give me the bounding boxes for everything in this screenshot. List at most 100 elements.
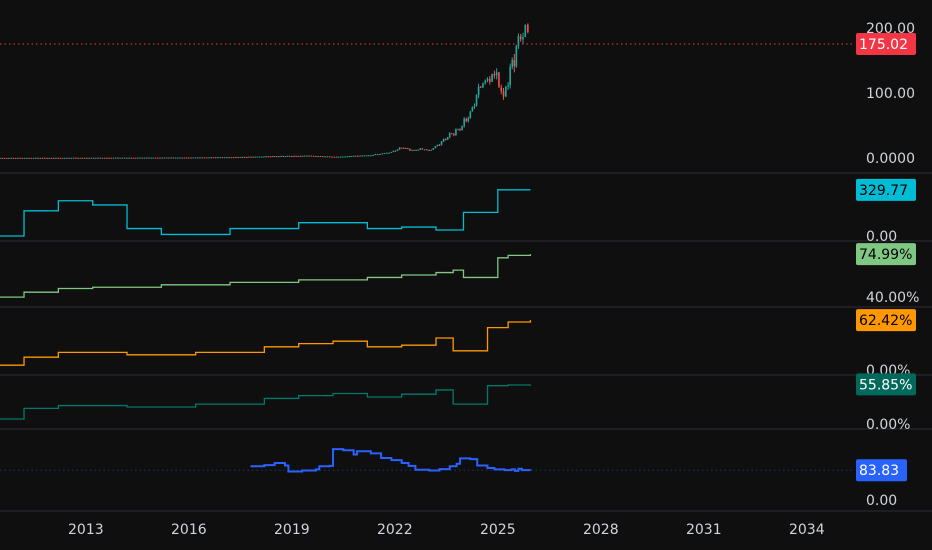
candle-body	[374, 154, 377, 156]
candle-body	[509, 66, 511, 86]
candle-body	[221, 157, 224, 159]
candle-body	[372, 154, 374, 156]
time-axis-label: 2013	[68, 522, 104, 538]
candle-body	[3, 157, 6, 159]
candle-body	[256, 156, 259, 158]
candle-body	[291, 156, 293, 158]
candle-body	[453, 134, 455, 136]
candle-body	[163, 157, 166, 159]
candle-body	[423, 149, 426, 151]
series-line-indicator-1	[0, 189, 531, 237]
price-scale-label: 40.00%	[866, 290, 919, 306]
candle-body	[263, 156, 265, 158]
candle-body	[128, 157, 130, 159]
candle-body	[527, 24, 529, 33]
candle-body	[83, 157, 86, 159]
candle-body	[252, 156, 254, 158]
last-value-tag-indicator-1-text: 329.77	[859, 183, 908, 199]
candle-body	[55, 157, 57, 159]
candle-body	[32, 157, 35, 159]
last-value-tag-indicator-5: 83.83	[856, 459, 907, 482]
candle-body	[72, 157, 75, 159]
candle-body	[493, 73, 496, 76]
pane-indicator-5: 0.00	[0, 448, 897, 509]
candle-body	[367, 155, 370, 157]
candle-body	[363, 155, 366, 157]
candle-body	[482, 83, 484, 88]
candle-body	[239, 157, 242, 159]
candle-body	[48, 157, 51, 159]
series-line-indicator-5	[250, 448, 532, 473]
last-value-tag-indicator-5-text: 83.83	[859, 463, 899, 479]
candle-body	[26, 157, 28, 159]
candle-body	[419, 148, 422, 150]
candle-body	[232, 157, 235, 159]
candle-body	[214, 157, 217, 159]
candle-body	[46, 157, 48, 159]
candle-body	[148, 157, 150, 159]
candle-body	[112, 157, 115, 159]
candle-body	[465, 118, 468, 122]
candle-body	[486, 78, 489, 81]
last-value-tag-indicator-3-box	[856, 309, 916, 332]
candle-body	[157, 157, 159, 159]
candle-body	[245, 156, 248, 158]
candle-body	[114, 157, 117, 159]
candle-body	[409, 148, 411, 151]
candle-body	[90, 157, 93, 159]
candle-body	[369, 155, 372, 157]
candle-body	[321, 156, 324, 158]
candle-body	[507, 85, 509, 87]
candle-body	[269, 156, 272, 158]
candle-body	[201, 157, 204, 159]
candle-body	[479, 86, 482, 88]
candle-body	[81, 157, 84, 159]
candle-body	[134, 157, 137, 159]
candle-body	[267, 156, 270, 158]
candle-body	[103, 157, 106, 159]
candle-body	[176, 157, 179, 159]
time-axis-label: 2031	[686, 522, 722, 538]
last-value-tag-indicator-2-text: 74.99%	[859, 247, 912, 263]
candle-body	[432, 148, 435, 150]
candle-body	[376, 154, 379, 156]
candle-body	[152, 157, 155, 159]
candle-body	[471, 106, 474, 112]
last-value-tag-indicator-2: 74.99%	[856, 243, 916, 266]
candle-body	[123, 157, 126, 159]
candle-body	[303, 155, 306, 157]
candle-body	[297, 155, 300, 157]
candle-body	[192, 157, 195, 159]
candle-body	[365, 155, 368, 157]
candle-body	[430, 149, 433, 151]
candle-body	[61, 157, 64, 159]
candle-body	[132, 157, 135, 159]
candle-body	[119, 157, 121, 159]
candle-body	[241, 156, 244, 158]
candle-body	[519, 36, 522, 40]
candle-body	[205, 157, 208, 159]
candle-body	[284, 156, 287, 158]
candle-body	[106, 157, 108, 159]
candle-body	[43, 157, 46, 159]
candle-body	[248, 156, 250, 158]
candle-body	[438, 144, 441, 146]
candle-body	[434, 146, 437, 149]
candle-body	[14, 157, 17, 159]
time-axis-label: 2028	[583, 522, 619, 538]
time-axis-label: 2025	[480, 522, 516, 538]
candle-body	[354, 155, 357, 157]
candle-body	[306, 155, 308, 157]
series-line-indicator-4	[0, 384, 532, 420]
candle-body	[228, 157, 230, 159]
candle-body	[68, 157, 71, 159]
candle-body	[174, 157, 177, 159]
pane-price: 200.00 100.00 0.0000	[0, 21, 915, 167]
time-axis-label: 2019	[274, 522, 310, 538]
candle-body	[344, 156, 346, 158]
candle-body	[265, 156, 267, 158]
candle-body	[388, 152, 390, 154]
candle-body	[10, 157, 12, 159]
